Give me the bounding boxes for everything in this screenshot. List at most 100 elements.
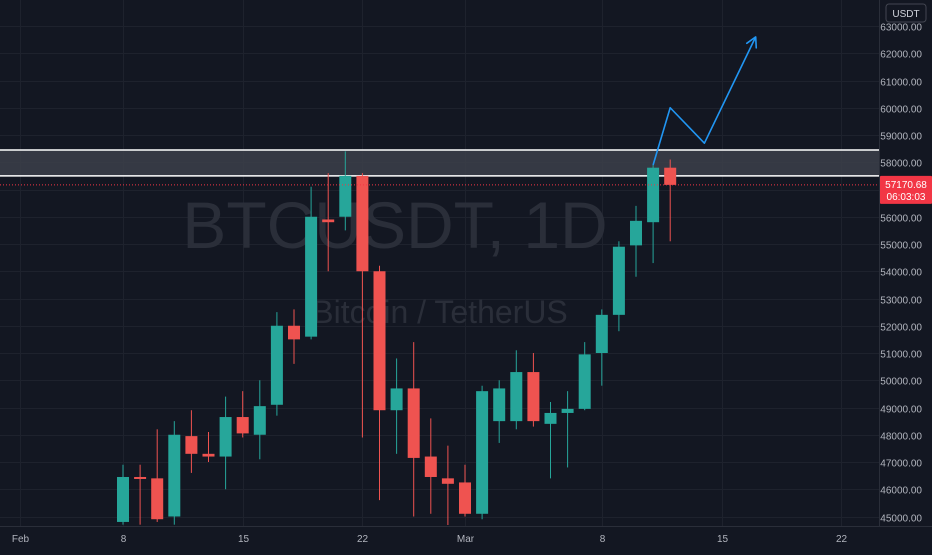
y-tick-label: 58000.00 bbox=[880, 159, 922, 170]
candle-body bbox=[578, 354, 591, 409]
candle-body bbox=[288, 325, 300, 340]
candle-body bbox=[253, 406, 266, 435]
symbol-watermark: BTCUSDT, 1D Bitcoin / TetherUS bbox=[182, 188, 607, 330]
candle-body bbox=[305, 216, 318, 337]
candle bbox=[407, 342, 420, 517]
zone-fill bbox=[0, 149, 879, 176]
candle bbox=[270, 312, 283, 416]
y-tick-label: 52000.00 bbox=[880, 323, 922, 334]
y-tick-label: 63000.00 bbox=[880, 23, 922, 34]
candle bbox=[305, 186, 318, 340]
candle bbox=[630, 205, 642, 277]
y-tick-label: 53000.00 bbox=[880, 296, 922, 307]
grid-lines bbox=[0, 0, 879, 526]
price-axis[interactable]: 45000.00 46000.00 47000.00 48000.00 49000.00… bbox=[880, 23, 922, 525]
candle bbox=[373, 265, 386, 501]
y-tick-label: 55000.00 bbox=[880, 241, 922, 252]
candle bbox=[288, 309, 300, 364]
candle-body bbox=[561, 408, 574, 413]
candle-body bbox=[322, 219, 335, 223]
candle-body bbox=[270, 325, 283, 405]
y-tick-label: 50000.00 bbox=[880, 377, 922, 388]
x-tick-label: 8 bbox=[600, 534, 606, 545]
candle-body bbox=[424, 456, 437, 477]
time-axis[interactable]: Feb 8 15 22 Mar 8 15 22 bbox=[12, 534, 848, 545]
candle-body bbox=[168, 434, 181, 517]
candle bbox=[134, 464, 147, 525]
candle bbox=[202, 432, 215, 462]
y-tick-label: 61000.00 bbox=[880, 78, 922, 89]
candle bbox=[185, 410, 198, 473]
candle bbox=[527, 353, 540, 427]
candle bbox=[544, 402, 557, 479]
candle-body bbox=[441, 478, 454, 484]
candle bbox=[647, 164, 660, 264]
candle bbox=[236, 391, 249, 438]
y-tick-label: 49000.00 bbox=[880, 405, 922, 416]
candle-body bbox=[219, 417, 232, 457]
y-tick-label: 54000.00 bbox=[880, 268, 922, 279]
y-tick-label: 48000.00 bbox=[880, 432, 922, 443]
y-tick-label: 59000.00 bbox=[880, 132, 922, 143]
x-tick-label: Mar bbox=[457, 534, 475, 545]
y-tick-label: 62000.00 bbox=[880, 50, 922, 61]
candle bbox=[459, 464, 471, 517]
resistance-zone[interactable] bbox=[0, 149, 879, 177]
candle bbox=[117, 464, 129, 525]
x-tick-label: Feb bbox=[12, 534, 30, 545]
candle-body bbox=[117, 476, 129, 522]
candle-body bbox=[493, 388, 506, 422]
last-price-label: 57170.68 bbox=[885, 180, 927, 191]
candle bbox=[510, 350, 523, 430]
projection-arrow[interactable] bbox=[652, 36, 758, 166]
x-tick-label: 22 bbox=[357, 534, 369, 545]
candle-body bbox=[134, 476, 147, 479]
y-tick-label: 47000.00 bbox=[880, 459, 922, 470]
x-tick-label: 8 bbox=[121, 534, 127, 545]
candle-body bbox=[664, 167, 677, 185]
candle bbox=[339, 151, 352, 231]
candle bbox=[561, 391, 574, 468]
candle bbox=[664, 159, 677, 242]
candle bbox=[476, 385, 489, 520]
candle bbox=[595, 309, 608, 386]
candle bbox=[356, 173, 369, 438]
currency-badge[interactable]: USDT bbox=[885, 3, 927, 23]
candle-body bbox=[236, 417, 249, 434]
y-tick-label: 60000.00 bbox=[880, 105, 922, 116]
candle-body bbox=[544, 412, 557, 424]
x-tick-label: 15 bbox=[717, 534, 729, 545]
candle bbox=[493, 380, 506, 443]
watermark-symbol: BTCUSDT, 1D bbox=[182, 188, 607, 262]
watermark-name: Bitcoin / TetherUS bbox=[312, 294, 568, 330]
candle-body bbox=[630, 220, 642, 246]
bar-countdown-label: 06:03:03 bbox=[887, 192, 926, 203]
candle-body bbox=[185, 436, 198, 454]
candle-body bbox=[595, 314, 608, 353]
candles-layer bbox=[0, 151, 879, 525]
x-tick-label: 15 bbox=[238, 534, 250, 545]
candle-body bbox=[647, 167, 660, 223]
candle-body bbox=[459, 482, 471, 514]
x-tick-label: 22 bbox=[836, 534, 848, 545]
y-tick-label: 51000.00 bbox=[880, 350, 922, 361]
candle bbox=[390, 358, 403, 454]
candle bbox=[578, 342, 591, 411]
candle bbox=[322, 173, 335, 272]
candle-body bbox=[612, 246, 625, 315]
candle-body bbox=[527, 372, 540, 422]
candle-body bbox=[202, 453, 215, 457]
candle bbox=[151, 429, 164, 522]
y-tick-label: 45000.00 bbox=[880, 514, 922, 525]
candle-body bbox=[476, 391, 489, 514]
candle bbox=[168, 421, 181, 525]
candle-body bbox=[407, 388, 420, 458]
candle bbox=[612, 241, 625, 332]
candle-body bbox=[373, 271, 386, 411]
candle bbox=[219, 396, 232, 490]
candle-body bbox=[339, 175, 352, 217]
y-tick-label: 56000.00 bbox=[880, 214, 922, 225]
projection-arrowhead bbox=[745, 36, 758, 49]
